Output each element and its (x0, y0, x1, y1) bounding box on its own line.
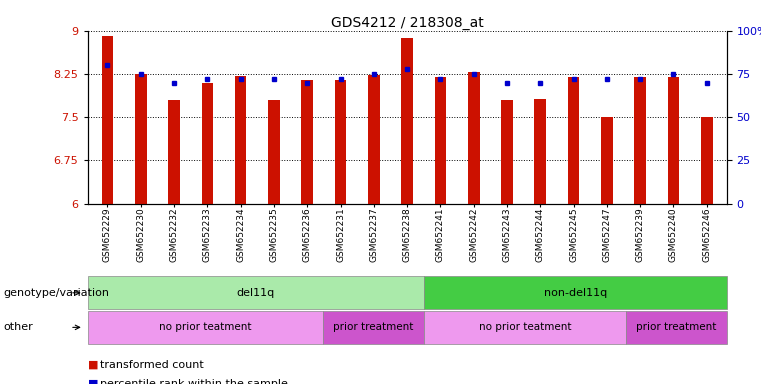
Bar (635, 77, 646, 204)
Bar (335, 80, 346, 204)
Bar (534, 99, 546, 204)
Text: transformed count: transformed count (100, 360, 204, 370)
Bar (501, 100, 513, 204)
Bar (368, 75, 380, 204)
Bar (202, 83, 213, 204)
Bar (102, 36, 113, 204)
Text: no prior teatment: no prior teatment (479, 322, 572, 333)
Text: prior treatment: prior treatment (636, 322, 716, 333)
Text: non-del11q: non-del11q (543, 288, 607, 298)
Bar (301, 80, 313, 204)
Bar (601, 117, 613, 204)
Bar (168, 100, 180, 204)
Text: prior treatment: prior treatment (333, 322, 414, 333)
Text: del11q: del11q (237, 288, 275, 298)
Bar (667, 77, 680, 204)
Bar (568, 77, 579, 204)
Text: genotype/variation: genotype/variation (4, 288, 110, 298)
Bar (135, 74, 147, 204)
Title: GDS4212 / 218308_at: GDS4212 / 218308_at (331, 16, 483, 30)
Bar (235, 76, 247, 204)
Text: percentile rank within the sample: percentile rank within the sample (100, 379, 288, 384)
Bar (268, 100, 280, 204)
Text: other: other (4, 322, 33, 333)
Bar (468, 72, 479, 204)
Text: ■: ■ (88, 379, 98, 384)
Bar (701, 117, 712, 204)
Bar (435, 77, 446, 204)
Text: ■: ■ (88, 360, 98, 370)
Bar (401, 38, 413, 204)
Text: no prior teatment: no prior teatment (159, 322, 252, 333)
